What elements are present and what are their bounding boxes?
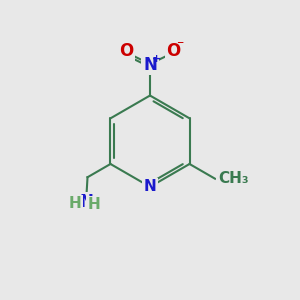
Text: O: O — [119, 42, 134, 60]
Text: +: + — [152, 54, 161, 64]
Text: ⁻: ⁻ — [176, 38, 184, 52]
Text: O: O — [167, 42, 181, 60]
Text: H: H — [68, 196, 81, 211]
Text: N: N — [79, 193, 93, 211]
Text: N: N — [144, 179, 156, 194]
Text: N: N — [143, 56, 157, 74]
Text: H: H — [88, 197, 101, 212]
Text: CH₃: CH₃ — [218, 171, 249, 186]
